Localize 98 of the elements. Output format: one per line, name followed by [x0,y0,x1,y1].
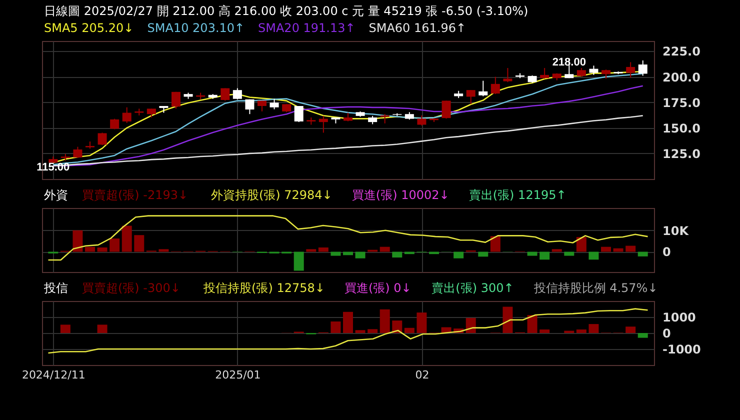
candlestick [466,90,476,105]
candlestick [503,67,512,83]
bar [97,247,108,252]
y-tick-label: 0 [662,245,671,260]
bar [72,230,83,252]
text: SMA60 161.96↑ [368,21,466,35]
bar [97,324,108,333]
bar [85,246,95,252]
candlestick [294,106,304,123]
candlestick [73,146,82,158]
bar [626,246,636,252]
text: SMA10 203.10↑ [147,21,245,35]
annotation: 115.00 [36,162,70,174]
candlestick [638,60,648,76]
bar [380,246,390,252]
candlestick [98,132,107,146]
series-label: 外資持股(張) 72984↓ [210,188,332,202]
text: 買進(張) 0↓ [344,281,412,295]
chart-title: 外資 [44,188,68,202]
bar [330,321,341,333]
bar [404,328,414,333]
bar [626,326,636,333]
bar [330,252,341,256]
candlestick [540,67,550,80]
candlestick [490,76,500,95]
y-tick-label: 175.0 [662,96,700,110]
y-tick-label: 150.0 [662,121,700,136]
text: 投信持股比例 4.57%↓ [532,281,658,295]
bar [490,236,500,252]
candlestick [172,91,180,110]
y-tick-label: 125.0 [662,146,700,161]
bar [552,249,562,252]
bar [294,252,304,271]
bar [110,238,120,252]
bar [502,306,513,333]
y-tick-label: 225.0 [662,44,700,59]
text: 買進(張) 10002↓ [352,188,450,202]
bar [306,249,316,252]
bar [638,252,648,256]
y-tick-label: 10K [662,224,690,238]
bar [540,252,550,260]
candlestick [478,80,488,97]
bar [601,246,611,252]
candlestick [589,65,598,76]
bar [576,237,586,252]
chart-title: 日線圖 2025/02/27 開 212.00 高 216.00 收 203.00 c 元 量 45219 張 -6.50 (-3.10%) [44,4,528,18]
bar [318,247,328,252]
bar [588,324,599,333]
bar [564,252,574,256]
x-tick-label: 2024/12/11 [22,368,86,382]
bar [429,252,439,254]
text: 買賣超(張) -2193↓ [82,188,188,202]
bar [478,252,488,257]
candlestick [232,88,242,100]
candlestick [442,100,451,120]
bar [392,252,402,258]
candlestick [270,98,279,110]
candlestick [245,98,254,115]
text: 投信持股(張) 12758↓ [202,281,325,295]
bar [122,226,132,252]
candlestick [258,100,266,112]
bar [134,235,144,252]
x-tick-label: 2025/01 [215,368,261,382]
x-tick-label: 02 [415,368,430,382]
candlestick [417,114,426,126]
candlestick [220,88,230,102]
y-tick-label: 200.0 [662,70,700,84]
bar [588,252,599,260]
bar [527,315,538,333]
text: 買賣超(張) -300↓ [82,281,180,295]
y-tick-label: 1000 [662,310,696,324]
bar [355,252,366,258]
bar [416,312,427,333]
text: SMA20 191.13↑ [258,21,356,35]
bar [355,330,366,333]
bar [343,252,353,256]
candlestick [626,62,636,78]
bar [60,324,70,333]
text: SMA5 205.20↓ [44,21,134,35]
bar [343,312,353,333]
candlestick [110,118,120,130]
candlestick [122,106,132,124]
text: 賣出(張) 300↑ [432,281,514,295]
bar [466,318,476,333]
text: 賣出(張) 12195↑ [468,188,566,202]
bar [368,329,378,333]
candlestick [318,115,328,134]
bar [454,252,464,258]
bar [540,329,550,333]
bar [380,309,390,333]
bar [404,252,414,254]
chart-title: 投信 [43,281,68,295]
y-tick-label: -1000 [662,342,701,356]
bar [576,329,586,333]
bar [158,249,169,252]
bar [527,252,538,256]
y-tick-label: 0 [662,326,671,340]
bar [638,333,648,338]
